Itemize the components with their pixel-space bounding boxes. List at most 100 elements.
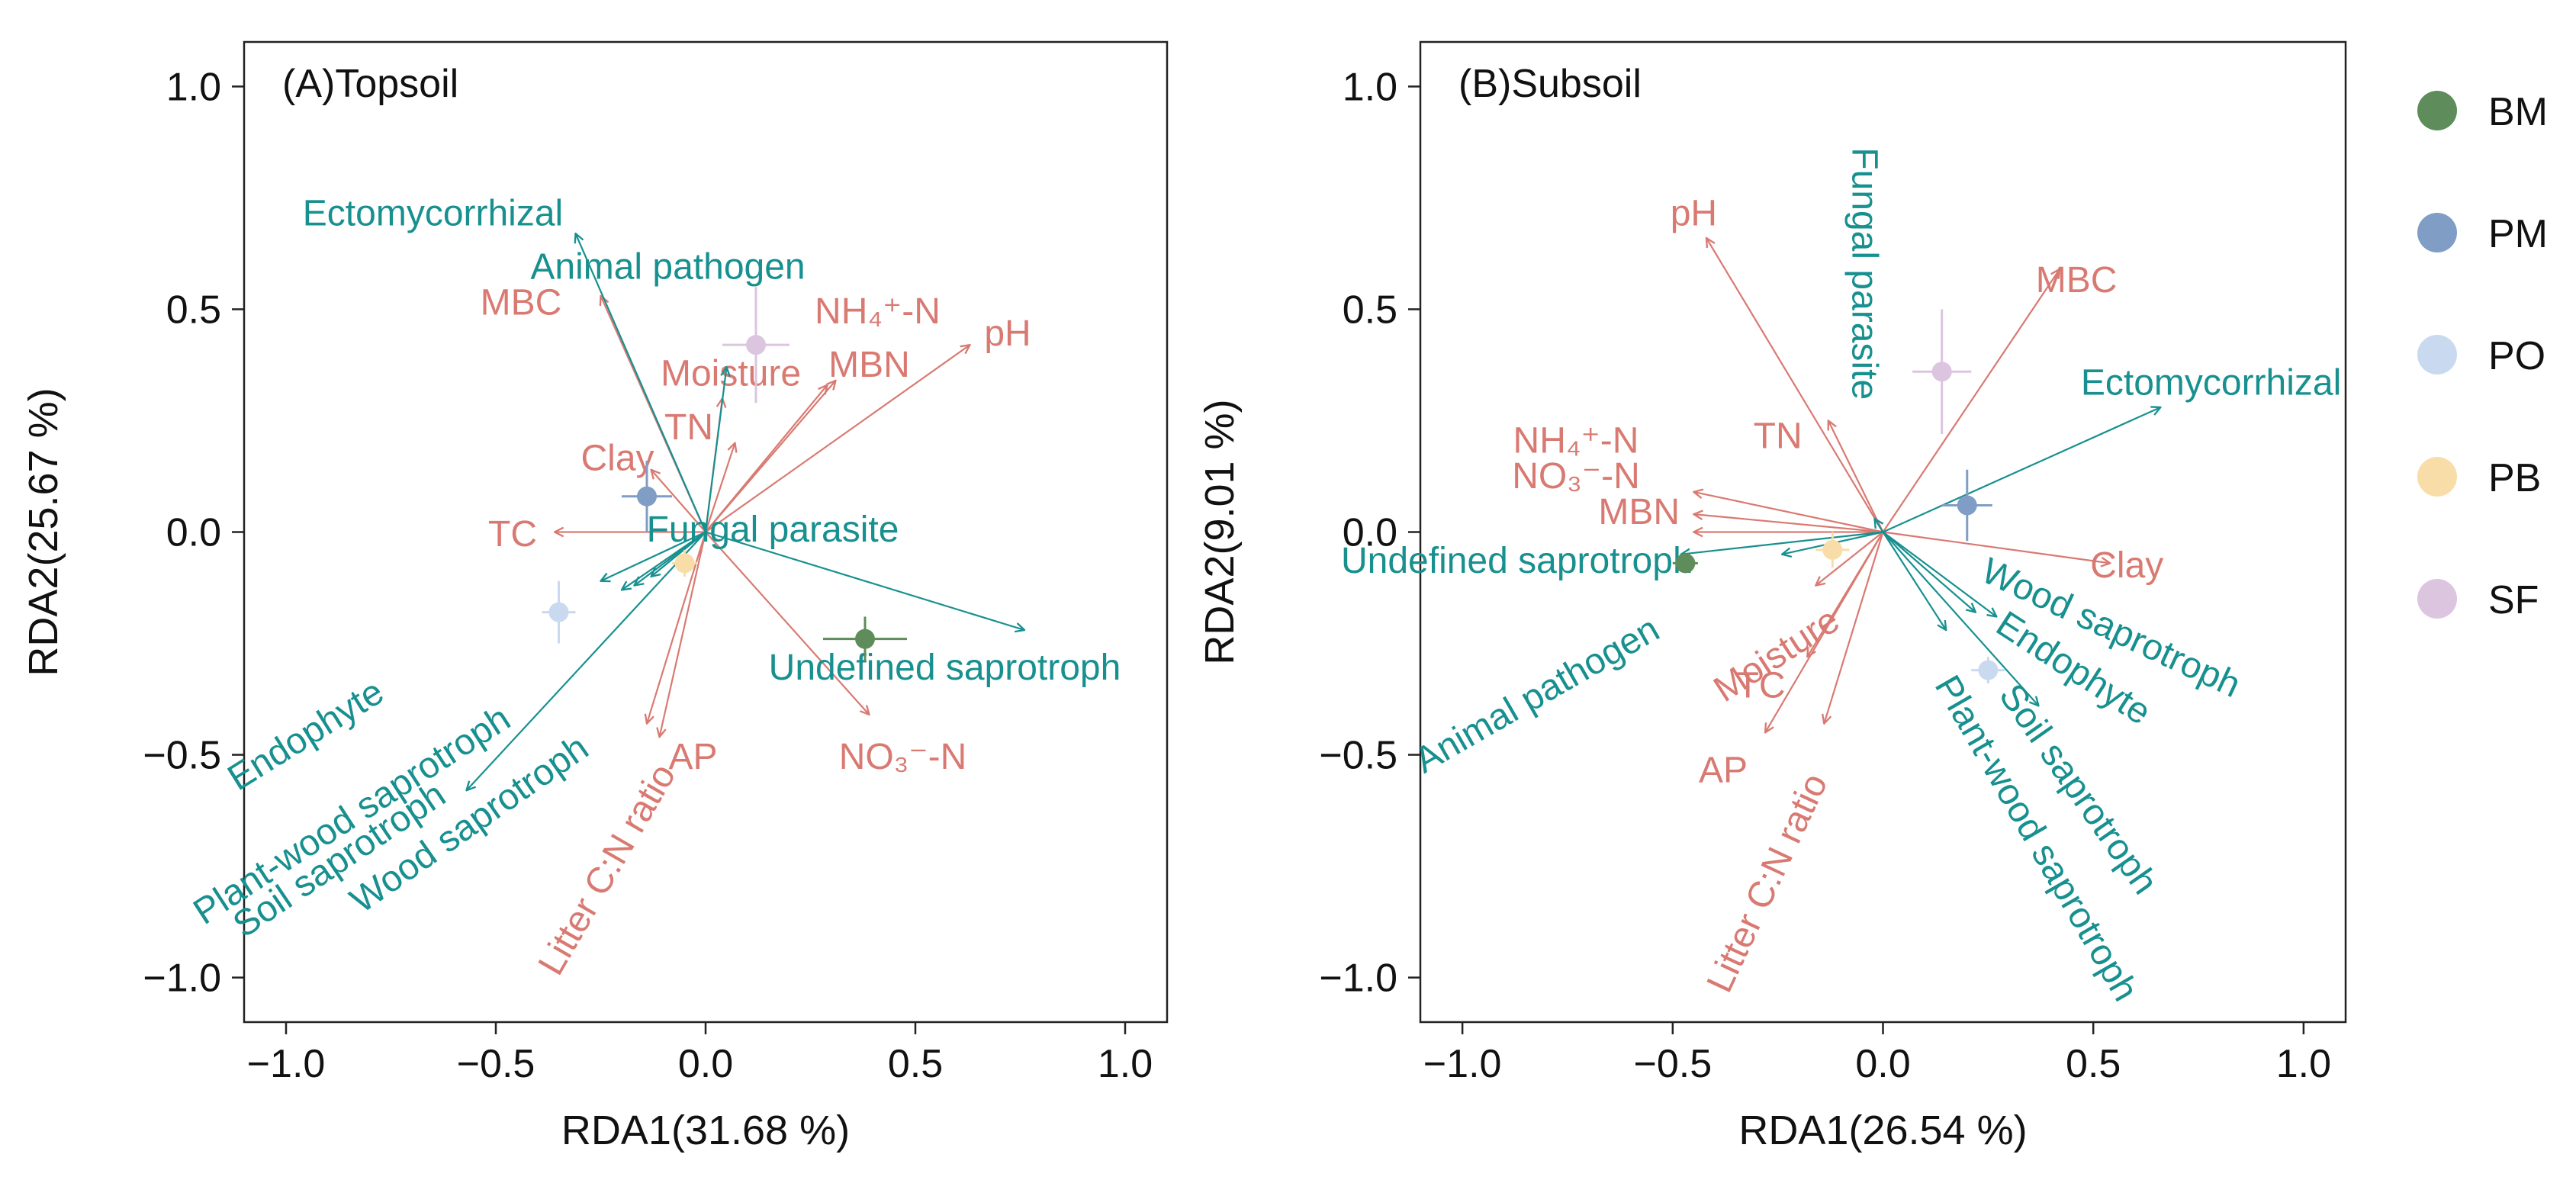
subsoil-guild-label-fungal-parasite: Fungal parasite [1844, 147, 1884, 400]
topsoil-x-tick-label: −0.5 [457, 1042, 535, 1086]
subsoil-x-tick-label: 1.0 [2276, 1042, 2331, 1086]
subsoil-point-po [1978, 660, 1999, 680]
subsoil-point-sf [1931, 362, 1952, 382]
subsoil-env-arrow-litter-c-n-ratio [1824, 532, 1884, 724]
legend-label-po: PO [2488, 334, 2545, 378]
subsoil-y-tick-label: 0.0 [1343, 511, 1397, 555]
topsoil-env-arrow-ph [705, 345, 970, 533]
subsoil-guild-arrow-soil-saprotroph [1882, 531, 2039, 706]
subsoil-guild-arrow-ectomycorrhizal [1883, 407, 2161, 533]
topsoil-x-tick-label: 1.0 [1098, 1042, 1153, 1086]
subsoil-env-label-tc: TC [1737, 666, 1786, 706]
subsoil-guild-label-ectomycorrhizal: Ectomycorrhizal [2081, 362, 2341, 403]
topsoil-env-arrow-litter-c-n-ratio [660, 532, 707, 738]
topsoil-guild-label-fungal-parasite: Fungal parasite [647, 510, 899, 550]
topsoil-y-tick-label: 1.0 [166, 65, 221, 109]
subsoil-point-bm [1675, 553, 1696, 574]
topsoil-env-label-mbn: MBN [828, 345, 910, 385]
subsoil-guild-arrow-plant-wood-saprotroph [1882, 531, 1947, 631]
subsoil-env-arrow-ap [1765, 531, 1884, 733]
subsoil-env-label-ph: pH [1671, 193, 1717, 233]
legend: BM PM PO PB SF [2417, 90, 2548, 622]
topsoil-point-sf [746, 335, 766, 355]
topsoil-y-tick-label: −0.5 [143, 734, 221, 778]
subsoil-env-arrow-mbc [1882, 269, 2060, 533]
topsoil-env-label-clay: Clay [580, 439, 654, 479]
subsoil-y-axis-title: RDA2(9.01 %) [1197, 399, 1243, 664]
topsoil-env-label-moisture: Moisture [661, 354, 801, 394]
legend-label-sf: SF [2488, 578, 2539, 622]
subsoil-env-arrow-nh-n [1693, 492, 1883, 533]
topsoil-point-pb [674, 553, 695, 574]
subsoil-x-tick-label: −0.5 [1633, 1042, 1712, 1086]
subsoil-env-label-mbn: MBN [1598, 492, 1680, 532]
topsoil-y-tick-label: 0.5 [166, 288, 221, 332]
topsoil-x-tick-label: 0.5 [888, 1042, 943, 1086]
legend-marker-bm [2417, 91, 2457, 130]
topsoil-y-tick-label: −1.0 [143, 957, 221, 1001]
topsoil-x-tick-label: −1.0 [247, 1042, 326, 1086]
topsoil-x-axis-title: RDA1(31.68 %) [561, 1108, 850, 1153]
subsoil-env-arrow-clay [1883, 531, 2111, 564]
topsoil-env-arrow-clay [651, 470, 706, 533]
topsoil-env-label-tc: TC [488, 514, 537, 555]
subsoil-y-tick-label: −1.0 [1319, 957, 1397, 1001]
legend-marker-sf [2417, 579, 2457, 619]
subsoil-y-tick-label: −0.5 [1319, 734, 1397, 778]
subsoil-guild-arrow-wood-saprotroph [1882, 531, 1997, 617]
subsoil-env-label-clay: Clay [2090, 545, 2163, 586]
subsoil-guild-label-undefined-saprotroph: Undefined saprotroph [1341, 541, 1693, 581]
topsoil-guild-arrow-endophyte [601, 531, 706, 581]
topsoil-point-bm [855, 629, 875, 649]
legend-label-pb: PB [2488, 456, 2541, 500]
subsoil-env-label-tn: TN [1754, 416, 1803, 457]
subsoil-env-arrow-ph [1706, 238, 1884, 533]
subsoil-y-tick-label: 0.5 [1343, 288, 1397, 332]
topsoil-x-tick-label: 0.0 [678, 1042, 733, 1086]
subsoil-env-arrow-no-n [1693, 514, 1883, 533]
subsoil-env-label-nh-n: NH₄⁺-N [1513, 420, 1639, 461]
legend-marker-pm [2417, 213, 2457, 252]
topsoil-env-label-ap: AP [668, 737, 717, 777]
topsoil-guild-label-undefined-saprotroph: Undefined saprotroph [769, 648, 1121, 688]
subsoil-x-tick-label: −1.0 [1423, 1042, 1502, 1086]
legend-label-pm: PM [2488, 212, 2548, 256]
topsoil-guild-label-animal-pathogen: Animal pathogen [530, 247, 805, 288]
subsoil-point-pm [1957, 495, 1977, 516]
subsoil-panel-title: (B)Subsoil [1458, 62, 1642, 106]
topsoil-point-po [548, 602, 569, 622]
subsoil-env-arrow-tn [1828, 420, 1884, 532]
legend-marker-pb [2417, 457, 2457, 497]
topsoil-env-arrow-no-n [705, 531, 870, 715]
topsoil-env-label-nh-n: NH₄⁺-N [815, 291, 941, 332]
topsoil-env-label-ph: pH [984, 313, 1031, 354]
subsoil-x-axis-title: RDA1(26.54 %) [1738, 1108, 2027, 1153]
topsoil-guild-arrow-animal-pathogen [704, 367, 727, 532]
subsoil-point-pb [1822, 539, 1843, 560]
topsoil-y-axis-title: RDA2(25.67 %) [21, 387, 66, 676]
topsoil-env-arrow-tn [704, 443, 735, 532]
topsoil-guild-arrow-soil-saprotroph [467, 531, 706, 791]
topsoil-panel-title: (A)Topsoil [282, 62, 458, 106]
subsoil-env-label-no-n: NO₃⁻-N [1512, 456, 1640, 497]
topsoil-guild-arrow-wood-saprotroph [651, 531, 706, 577]
topsoil-env-label-no-n: NO₃⁻-N [839, 737, 967, 777]
topsoil-guild-label-ectomycorrhizal: Ectomycorrhizal [303, 193, 563, 233]
subsoil-env-label-mbc: MBC [2036, 260, 2118, 301]
topsoil-y-tick-label: 0.0 [166, 511, 221, 555]
subsoil-x-tick-label: 0.0 [1855, 1042, 1910, 1086]
topsoil-point-pm [637, 486, 657, 506]
subsoil-x-tick-label: 0.5 [2066, 1042, 2121, 1086]
topsoil-env-label-tn: TN [664, 407, 713, 448]
topsoil-guild-arrow-ectomycorrhizal [576, 233, 707, 532]
subsoil-env-label-ap: AP [1699, 751, 1748, 791]
topsoil-env-label-mbc: MBC [481, 282, 562, 323]
legend-label-bm: BM [2488, 90, 2548, 134]
topsoil-guild-arrow-fungal-parasite [705, 531, 1024, 631]
subsoil-guild-arrow-fungal-parasite [1874, 519, 1884, 533]
topsoil-env-arrow-mbn [705, 385, 828, 533]
subsoil-y-tick-label: 1.0 [1343, 65, 1397, 109]
subsoil-env-arrow-moisture [1815, 531, 1884, 586]
